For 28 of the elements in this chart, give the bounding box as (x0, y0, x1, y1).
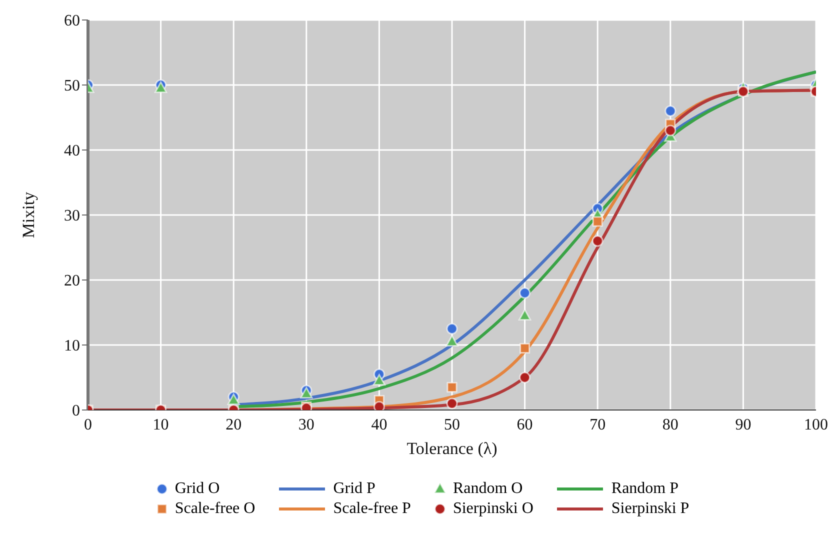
legend-label: Grid P (333, 480, 376, 498)
x-tick-label: 30 (298, 416, 314, 434)
x-tick-label: 80 (662, 416, 678, 434)
y-tick-label: 30 (64, 208, 80, 225)
y-tick-label: 10 (64, 338, 80, 355)
legend-label: Random P (611, 480, 679, 498)
legend-label: Grid O (174, 480, 220, 498)
x-tick-label: 60 (516, 416, 533, 434)
x-axis-title: Tolerance (λ) (406, 439, 498, 458)
legend-label: Sierpinski O (452, 500, 534, 518)
x-tick-label: 100 (804, 416, 828, 434)
x-tick-label: 70 (590, 416, 606, 434)
legend-label: Scale-free O (174, 500, 256, 518)
x-tick-label: 20 (226, 416, 242, 434)
y-tick-label: 60 (64, 12, 80, 30)
y-tick-label: 40 (64, 142, 80, 160)
x-tick-label: 0 (84, 416, 92, 434)
y-tick-label: 20 (64, 272, 80, 290)
legend-label: Scale-free P (333, 500, 411, 518)
y-tick-label: 50 (64, 78, 80, 95)
x-tick-label: 10 (152, 416, 169, 434)
x-tick-label: 50 (444, 416, 460, 434)
y-axis-title: Mixity (19, 191, 38, 238)
legend-label: Sierpinski P (611, 500, 690, 518)
x-tick-label: 40 (371, 416, 388, 434)
legend-label: Random O (452, 480, 523, 498)
y-tick-label: 0 (72, 402, 80, 420)
x-tick-label: 90 (735, 416, 752, 434)
